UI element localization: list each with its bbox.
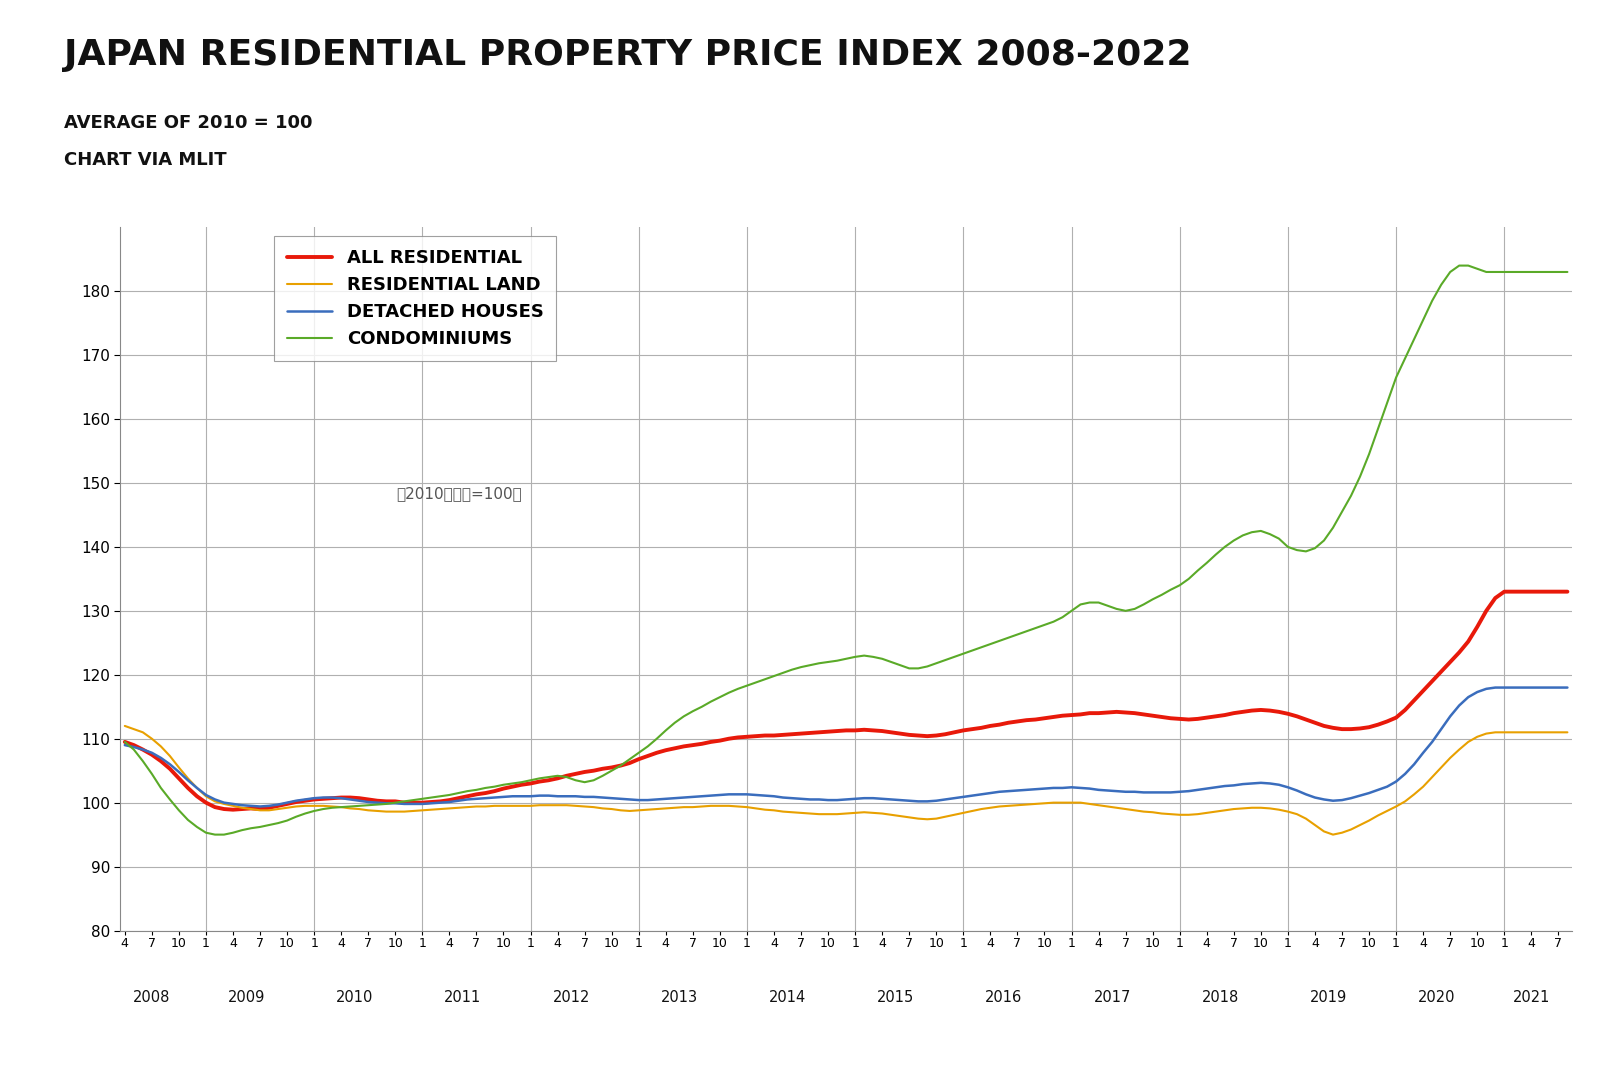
ALL RESIDENTIAL bbox=[602, 761, 621, 774]
CONDOMINIUMS bbox=[1450, 259, 1469, 272]
DETACHED HOUSES bbox=[1395, 767, 1415, 780]
Text: 2010: 2010 bbox=[335, 990, 374, 1005]
DETACHED HOUSES bbox=[115, 739, 135, 752]
Text: 2013: 2013 bbox=[661, 990, 698, 1005]
Line: RESIDENTIAL LAND: RESIDENTIAL LAND bbox=[125, 726, 1567, 834]
Text: JAPAN RESIDENTIAL PROPERTY PRICE INDEX 2008-2022: JAPAN RESIDENTIAL PROPERTY PRICE INDEX 2… bbox=[64, 38, 1192, 71]
Text: 2016: 2016 bbox=[985, 990, 1022, 1005]
RESIDENTIAL LAND bbox=[1395, 795, 1415, 808]
RESIDENTIAL LAND bbox=[1314, 824, 1333, 837]
CONDOMINIUMS bbox=[521, 774, 541, 787]
CONDOMINIUMS bbox=[1557, 265, 1577, 278]
RESIDENTIAL LAND bbox=[1557, 726, 1577, 739]
Text: 2020: 2020 bbox=[1418, 990, 1455, 1005]
Text: 2009: 2009 bbox=[228, 990, 265, 1005]
RESIDENTIAL LAND bbox=[1323, 828, 1343, 841]
CONDOMINIUMS bbox=[205, 828, 225, 841]
CONDOMINIUMS bbox=[602, 764, 621, 777]
Text: 2019: 2019 bbox=[1310, 990, 1347, 1005]
Legend: ALL RESIDENTIAL, RESIDENTIAL LAND, DETACHED HOUSES, CONDOMINIUMS: ALL RESIDENTIAL, RESIDENTIAL LAND, DETAC… bbox=[274, 236, 557, 360]
ALL RESIDENTIAL bbox=[115, 736, 135, 749]
Text: CHART VIA MLIT: CHART VIA MLIT bbox=[64, 151, 226, 170]
DETACHED HOUSES bbox=[1557, 681, 1577, 694]
RESIDENTIAL LAND bbox=[1495, 726, 1514, 739]
DETACHED HOUSES bbox=[250, 800, 269, 813]
ALL RESIDENTIAL bbox=[1557, 585, 1577, 598]
DETACHED HOUSES bbox=[1503, 681, 1522, 694]
DETACHED HOUSES bbox=[521, 790, 541, 803]
RESIDENTIAL LAND bbox=[646, 803, 666, 816]
ALL RESIDENTIAL bbox=[1495, 585, 1514, 598]
Line: CONDOMINIUMS: CONDOMINIUMS bbox=[125, 265, 1567, 834]
RESIDENTIAL LAND bbox=[593, 802, 613, 815]
ALL RESIDENTIAL bbox=[1395, 703, 1415, 716]
RESIDENTIAL LAND bbox=[512, 800, 531, 813]
Text: 2012: 2012 bbox=[552, 990, 590, 1005]
CONDOMINIUMS bbox=[1323, 522, 1343, 535]
RESIDENTIAL LAND bbox=[115, 720, 135, 733]
Line: ALL RESIDENTIAL: ALL RESIDENTIAL bbox=[125, 592, 1567, 809]
Text: 2017: 2017 bbox=[1094, 990, 1131, 1005]
Text: （2010年平均=100）: （2010年平均=100） bbox=[396, 486, 521, 501]
DETACHED HOUSES bbox=[1485, 681, 1505, 694]
DETACHED HOUSES bbox=[656, 792, 675, 805]
CONDOMINIUMS bbox=[1503, 265, 1522, 278]
Text: 2018: 2018 bbox=[1201, 990, 1238, 1005]
ALL RESIDENTIAL bbox=[1323, 722, 1343, 735]
ALL RESIDENTIAL bbox=[223, 803, 242, 816]
Line: DETACHED HOUSES: DETACHED HOUSES bbox=[125, 687, 1567, 806]
Text: 2008: 2008 bbox=[133, 990, 170, 1005]
DETACHED HOUSES bbox=[1323, 794, 1343, 807]
Text: 2014: 2014 bbox=[768, 990, 807, 1005]
CONDOMINIUMS bbox=[656, 724, 675, 737]
Text: 2021: 2021 bbox=[1513, 990, 1549, 1005]
Text: 2011: 2011 bbox=[444, 990, 481, 1005]
ALL RESIDENTIAL bbox=[656, 743, 675, 756]
CONDOMINIUMS bbox=[1395, 352, 1415, 365]
CONDOMINIUMS bbox=[115, 736, 135, 749]
ALL RESIDENTIAL bbox=[1503, 585, 1522, 598]
Text: 2015: 2015 bbox=[877, 990, 914, 1005]
ALL RESIDENTIAL bbox=[521, 777, 541, 790]
DETACHED HOUSES bbox=[602, 792, 621, 805]
Text: AVERAGE OF 2010 = 100: AVERAGE OF 2010 = 100 bbox=[64, 114, 313, 132]
